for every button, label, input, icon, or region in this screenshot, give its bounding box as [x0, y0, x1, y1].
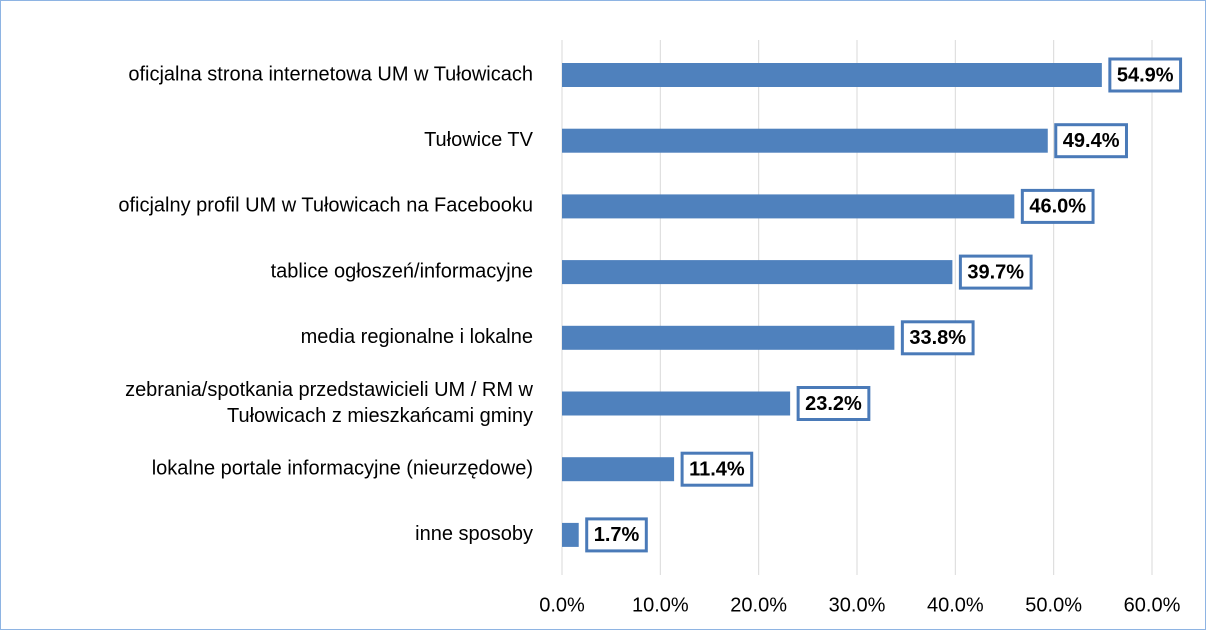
value-label: 39.7%: [967, 261, 1024, 283]
value-label-box: [1108, 57, 1183, 93]
value-label-box: [900, 320, 975, 356]
x-tick-label: 50.0%: [1025, 594, 1082, 616]
bar: [562, 325, 895, 350]
bar: [562, 522, 579, 547]
bar: [562, 457, 675, 482]
y-tick-label: zebrania/spotkania przedstawicieli UM / …: [125, 379, 533, 401]
x-tick-label: 30.0%: [829, 594, 886, 616]
value-label: 23.2%: [805, 393, 862, 415]
value-label: 1.7%: [594, 524, 640, 546]
bar: [562, 128, 1048, 153]
value-label: 49.4%: [1063, 130, 1120, 152]
y-tick-label: inne sposoby: [415, 523, 533, 545]
value-label: 11.4%: [689, 458, 745, 480]
y-tick-label: oficjalna strona internetowa UM w Tułowi…: [128, 63, 533, 85]
x-tick-label: 0.0%: [539, 594, 585, 616]
bar: [562, 194, 1015, 219]
value-label: 33.8%: [909, 327, 966, 349]
x-tick-label: 20.0%: [730, 594, 787, 616]
y-tick-label: oficjalny profil UM w Tułowicach na Face…: [118, 195, 533, 217]
y-tick-label: media regionalne i lokalne: [301, 326, 533, 348]
y-tick-label: Tułowicach z mieszkańcami gminy: [227, 405, 533, 427]
bar: [562, 63, 1102, 87]
bar: [562, 391, 791, 416]
value-label-box: [680, 451, 754, 487]
value-label-box: [1020, 188, 1095, 224]
bar: [562, 260, 953, 285]
y-tick-label: tablice ogłoszeń/informacyjne: [271, 260, 533, 282]
x-tick-label: 10.0%: [632, 594, 689, 616]
x-tick-label: 40.0%: [927, 594, 984, 616]
x-tick-label: 60.0%: [1124, 594, 1181, 616]
value-label-box: [796, 386, 871, 421]
value-label-box: [1054, 123, 1128, 159]
y-tick-label: Tułowice TV: [424, 129, 534, 151]
y-tick-label: lokalne portale informacyjne (nieurzędow…: [152, 457, 533, 479]
value-label: 54.9%: [1117, 64, 1174, 86]
value-label: 46.0%: [1029, 196, 1086, 218]
value-label-box: [585, 517, 648, 553]
value-label-box: [958, 254, 1033, 290]
